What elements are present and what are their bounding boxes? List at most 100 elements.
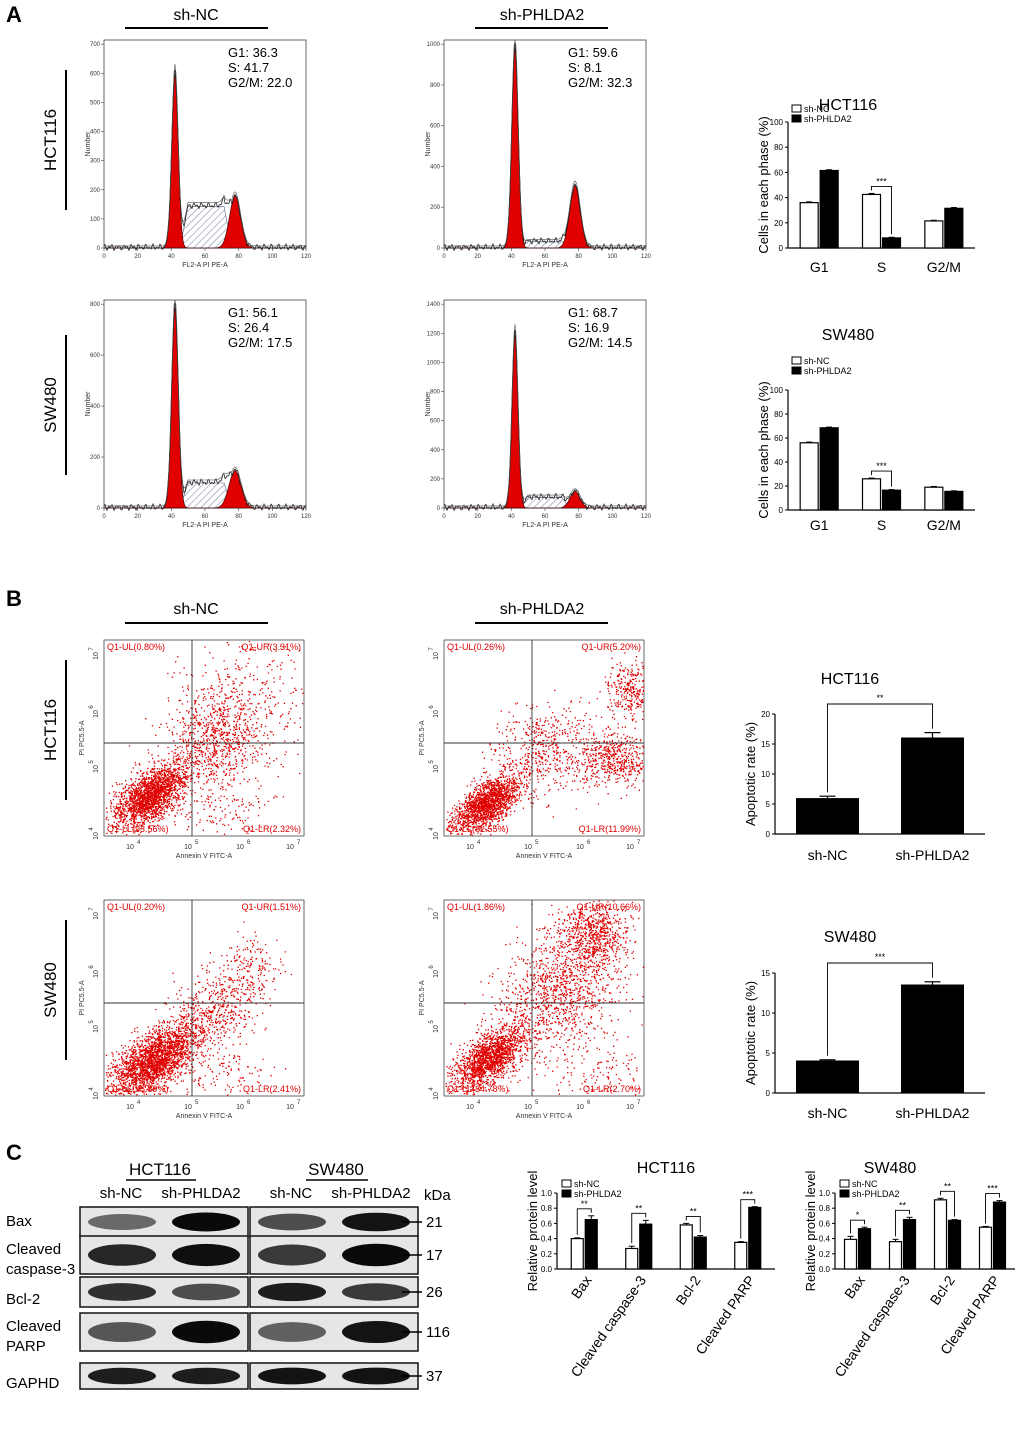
y-tick-label: 10 — [433, 1025, 440, 1033]
apoptosis-plot-hct-phlda2: Q1-UL(0.26%) Q1-UR(5.20%) Q1-LL(82.55%) Q1-… — [419, 639, 645, 860]
plot-frame — [443, 639, 645, 837]
x-tick-label: 10 — [524, 844, 532, 851]
y-tick-exponent: 5 — [89, 760, 95, 764]
q1-ul-label: Q1-UL(0.26%) — [447, 642, 505, 652]
x-tick-label: 80 — [235, 514, 242, 520]
significance-bracket — [985, 1193, 1000, 1224]
y-tick-label: 1000 — [427, 360, 441, 366]
y-tick-label: 10 — [761, 770, 770, 779]
legend-label: sh-NC — [852, 1179, 878, 1189]
band-sw — [258, 1367, 326, 1385]
histogram-frame — [443, 39, 647, 249]
y-tick-label: 800 — [90, 302, 101, 308]
band-hct — [88, 1214, 156, 1230]
x-tick-label: 10 — [184, 1104, 192, 1111]
chart-title: SW480 — [824, 929, 877, 946]
significance-label: ** — [690, 1206, 698, 1216]
significance-bracket — [895, 1209, 910, 1237]
y-tick-label: 0.0 — [819, 1265, 831, 1274]
category-label: Cleaved PARP — [692, 1273, 758, 1358]
panel-label-a: A — [6, 2, 22, 27]
bar-phlda2 — [639, 1223, 653, 1270]
x-axis-label: Annexin V FITC-A — [516, 853, 573, 860]
y-tick-label: 20 — [774, 482, 783, 491]
x-tick-exponent: 6 — [247, 1100, 251, 1106]
y-tick-label: 0.8 — [819, 1204, 831, 1213]
s-stat: S: 16.9 — [568, 320, 609, 335]
y-tick-label: 600 — [90, 71, 101, 77]
wb-col-sw-phlda2: sh-PHLDA2 — [331, 1185, 410, 1202]
y-tick-label: 10 — [93, 970, 100, 978]
y-tick-label: 1.0 — [541, 1189, 553, 1198]
chart-title: SW480 — [864, 1160, 917, 1177]
y-tick-label: 0 — [766, 1089, 771, 1098]
x-tick-label: 10 — [126, 1104, 134, 1111]
bar-nc — [843, 1238, 858, 1270]
y-axis-label: PI PC5.5-A — [79, 980, 86, 1015]
y-tick-exponent: 7 — [429, 907, 435, 911]
band-sw — [258, 1322, 326, 1342]
bar-nc — [861, 193, 882, 249]
y-axis-label: Cells in each phase (%) — [756, 381, 771, 518]
wb-header-sw: SW480 — [308, 1160, 364, 1179]
category-label: S — [877, 517, 886, 533]
x-tick-label: 40 — [508, 514, 515, 520]
legend-label: sh-PHLDA2 — [804, 114, 852, 124]
significance-bracket — [871, 185, 892, 235]
y-tick-label: 60 — [774, 168, 783, 177]
q1-ll-label: Q1-LL(84.78%) — [447, 1084, 509, 1094]
x-tick-label: 10 — [626, 1104, 634, 1111]
band-hct — [172, 1283, 240, 1301]
y-tick-exponent: 4 — [89, 827, 95, 831]
y-tick-label: 600 — [90, 353, 101, 359]
y-tick-label: 400 — [430, 448, 441, 454]
category-label: sh-PHLDA2 — [896, 1105, 970, 1121]
x-tick-exponent: 5 — [195, 1100, 199, 1106]
y-tick-label: 40 — [774, 458, 783, 467]
y-axis-label: Relative protein level — [803, 1171, 818, 1292]
bar-phlda2 — [944, 490, 964, 511]
x-tick-label: 10 — [286, 1104, 294, 1111]
bar-nc — [924, 220, 944, 249]
x-axis-label: Annexin V FITC-A — [176, 1113, 233, 1120]
kda-value: 116 — [426, 1324, 450, 1341]
plot-frame — [443, 899, 645, 1097]
y-tick-label: 80 — [774, 143, 783, 152]
y-tick-label: 60 — [774, 434, 783, 443]
significance-label: * — [856, 1210, 860, 1220]
x-tick-exponent: 7 — [297, 1100, 301, 1106]
category-label: G2/M — [927, 517, 961, 533]
legend-swatch — [839, 1189, 850, 1198]
y-tick-label: 1000 — [427, 42, 441, 48]
y-tick-label: 400 — [90, 404, 101, 410]
significance-bracket — [685, 1215, 701, 1233]
y-tick-label: 0 — [437, 246, 441, 252]
x-tick-label: 120 — [641, 254, 652, 260]
header-nc: sh-NC — [173, 7, 218, 24]
x-tick-label: 100 — [607, 254, 618, 260]
x-tick-label: 10 — [576, 1104, 584, 1111]
y-tick-label: 1200 — [427, 331, 441, 337]
y-tick-label: 15 — [761, 969, 770, 978]
row-label-sw-a: SW480 — [41, 377, 60, 433]
header-phlda2: sh-PHLDA2 — [500, 7, 585, 24]
bar — [901, 737, 964, 835]
y-tick-label: 800 — [430, 390, 441, 396]
y-tick-label: 5 — [766, 800, 771, 809]
g2m-stat: G2/M: 17.5 — [228, 335, 292, 350]
cell-cycle-histogram-sw-phlda2: 0 20 40 60 80 100 120 FL2-A PI PE-A 0 200 400 600 80… — [425, 299, 652, 529]
x-tick-exponent: 7 — [297, 840, 301, 846]
x-tick-label: 10 — [466, 844, 474, 851]
cell-cycle-histogram-hct-nc: 0 20 40 60 80 100 120 FL2-A PI PE-A 0 100 200 300 40… — [85, 39, 312, 269]
x-tick-exponent: 4 — [137, 840, 141, 846]
g2m-stat: G2/M: 22.0 — [228, 75, 292, 90]
category-label: sh-NC — [808, 1105, 848, 1121]
y-tick-label: 300 — [90, 159, 101, 165]
histogram-frame — [103, 299, 307, 509]
y-tick-exponent: 4 — [429, 1087, 435, 1091]
band-hct — [88, 1321, 156, 1343]
x-tick-exponent: 4 — [477, 1100, 481, 1106]
cell-cycle-histogram-sw-nc: 0 20 40 60 80 100 120 FL2-A PI PE-A 0 200 400 600 80… — [85, 299, 312, 529]
y-axis-label: Apoptotic rate (%) — [743, 722, 758, 826]
